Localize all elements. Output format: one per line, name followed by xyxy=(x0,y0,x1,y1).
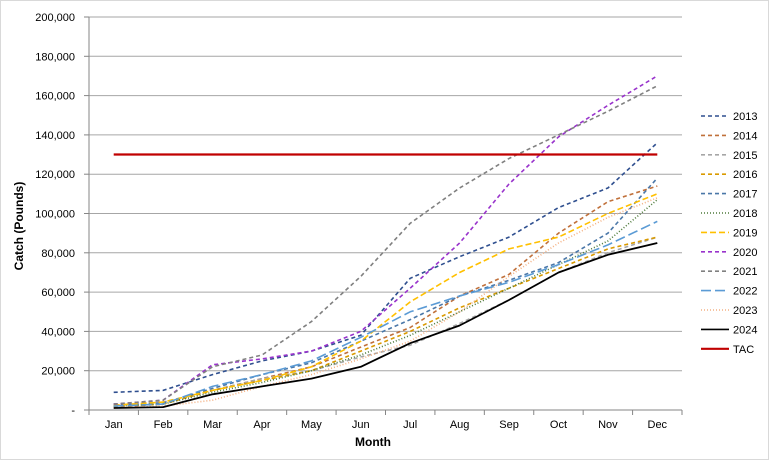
y-axis-title: Catch (Pounds) xyxy=(12,182,26,271)
y-tick-label: 120,000 xyxy=(35,169,75,181)
x-axis-title: Month xyxy=(355,435,391,449)
y-tick-label: 60,000 xyxy=(41,287,75,299)
legend-label-2019: 2019 xyxy=(733,227,757,239)
series-line-2013 xyxy=(113,142,658,394)
y-tick-label: 160,000 xyxy=(35,91,75,103)
legend-label-2014: 2014 xyxy=(733,130,757,142)
legend-label-2020: 2020 xyxy=(733,247,757,259)
y-tick-label: 40,000 xyxy=(41,326,75,338)
series-line-2014 xyxy=(113,185,658,408)
series-line-2018 xyxy=(113,199,658,407)
x-tick-label: May xyxy=(301,419,322,431)
series-line-2024 xyxy=(113,242,658,409)
legend-label-2015: 2015 xyxy=(733,150,757,162)
series-line-2020 xyxy=(113,75,658,405)
axes: - 20,000 40,000 60,000 80,000 100,000 120,000 1… xyxy=(35,12,683,431)
legend-label-tac: TAC xyxy=(733,344,754,356)
y-tick-label: 200,000 xyxy=(35,12,75,24)
x-tick-label: Sep xyxy=(499,419,519,431)
x-tick-label: Jul xyxy=(403,419,417,431)
legend-label-2022: 2022 xyxy=(733,286,757,298)
x-tick-label: Oct xyxy=(550,419,567,431)
legend-label-2018: 2018 xyxy=(733,208,757,220)
series-line-2023 xyxy=(113,197,658,409)
legend: 2013 2014 2015 2016 2017 2018 2019 2020 2021 2022… xyxy=(701,111,757,356)
x-tick-label: Jun xyxy=(352,419,370,431)
y-tick-label: - xyxy=(71,405,75,417)
legend-label-2016: 2016 xyxy=(733,169,757,181)
x-tick-label: Aug xyxy=(450,419,470,431)
legend-label-2023: 2023 xyxy=(733,305,757,317)
x-tick-label: Dec xyxy=(648,419,668,431)
legend-label-2024: 2024 xyxy=(733,324,757,336)
y-tick-label: 100,000 xyxy=(35,209,75,221)
legend-label-2013: 2013 xyxy=(733,111,757,123)
x-tick-label: Nov xyxy=(598,419,618,431)
x-tick-label: Apr xyxy=(253,419,270,431)
legend-label-2021: 2021 xyxy=(733,266,757,278)
x-tick-label: Feb xyxy=(154,419,173,431)
series-lines xyxy=(113,75,658,409)
series-line-2019 xyxy=(113,193,658,406)
y-tick-label: 180,000 xyxy=(35,51,75,63)
series-line-2022 xyxy=(113,220,658,407)
legend-label-2017: 2017 xyxy=(733,189,757,201)
y-tick-label: 80,000 xyxy=(41,248,75,260)
series-line-2017 xyxy=(113,177,658,406)
y-tick-label: 140,000 xyxy=(35,130,75,142)
x-tick-label: Mar xyxy=(203,419,222,431)
y-tick-label: 20,000 xyxy=(41,366,75,378)
gridlines xyxy=(89,16,682,372)
series-line-2021 xyxy=(113,85,658,405)
x-tick-label: Jan xyxy=(105,419,123,431)
